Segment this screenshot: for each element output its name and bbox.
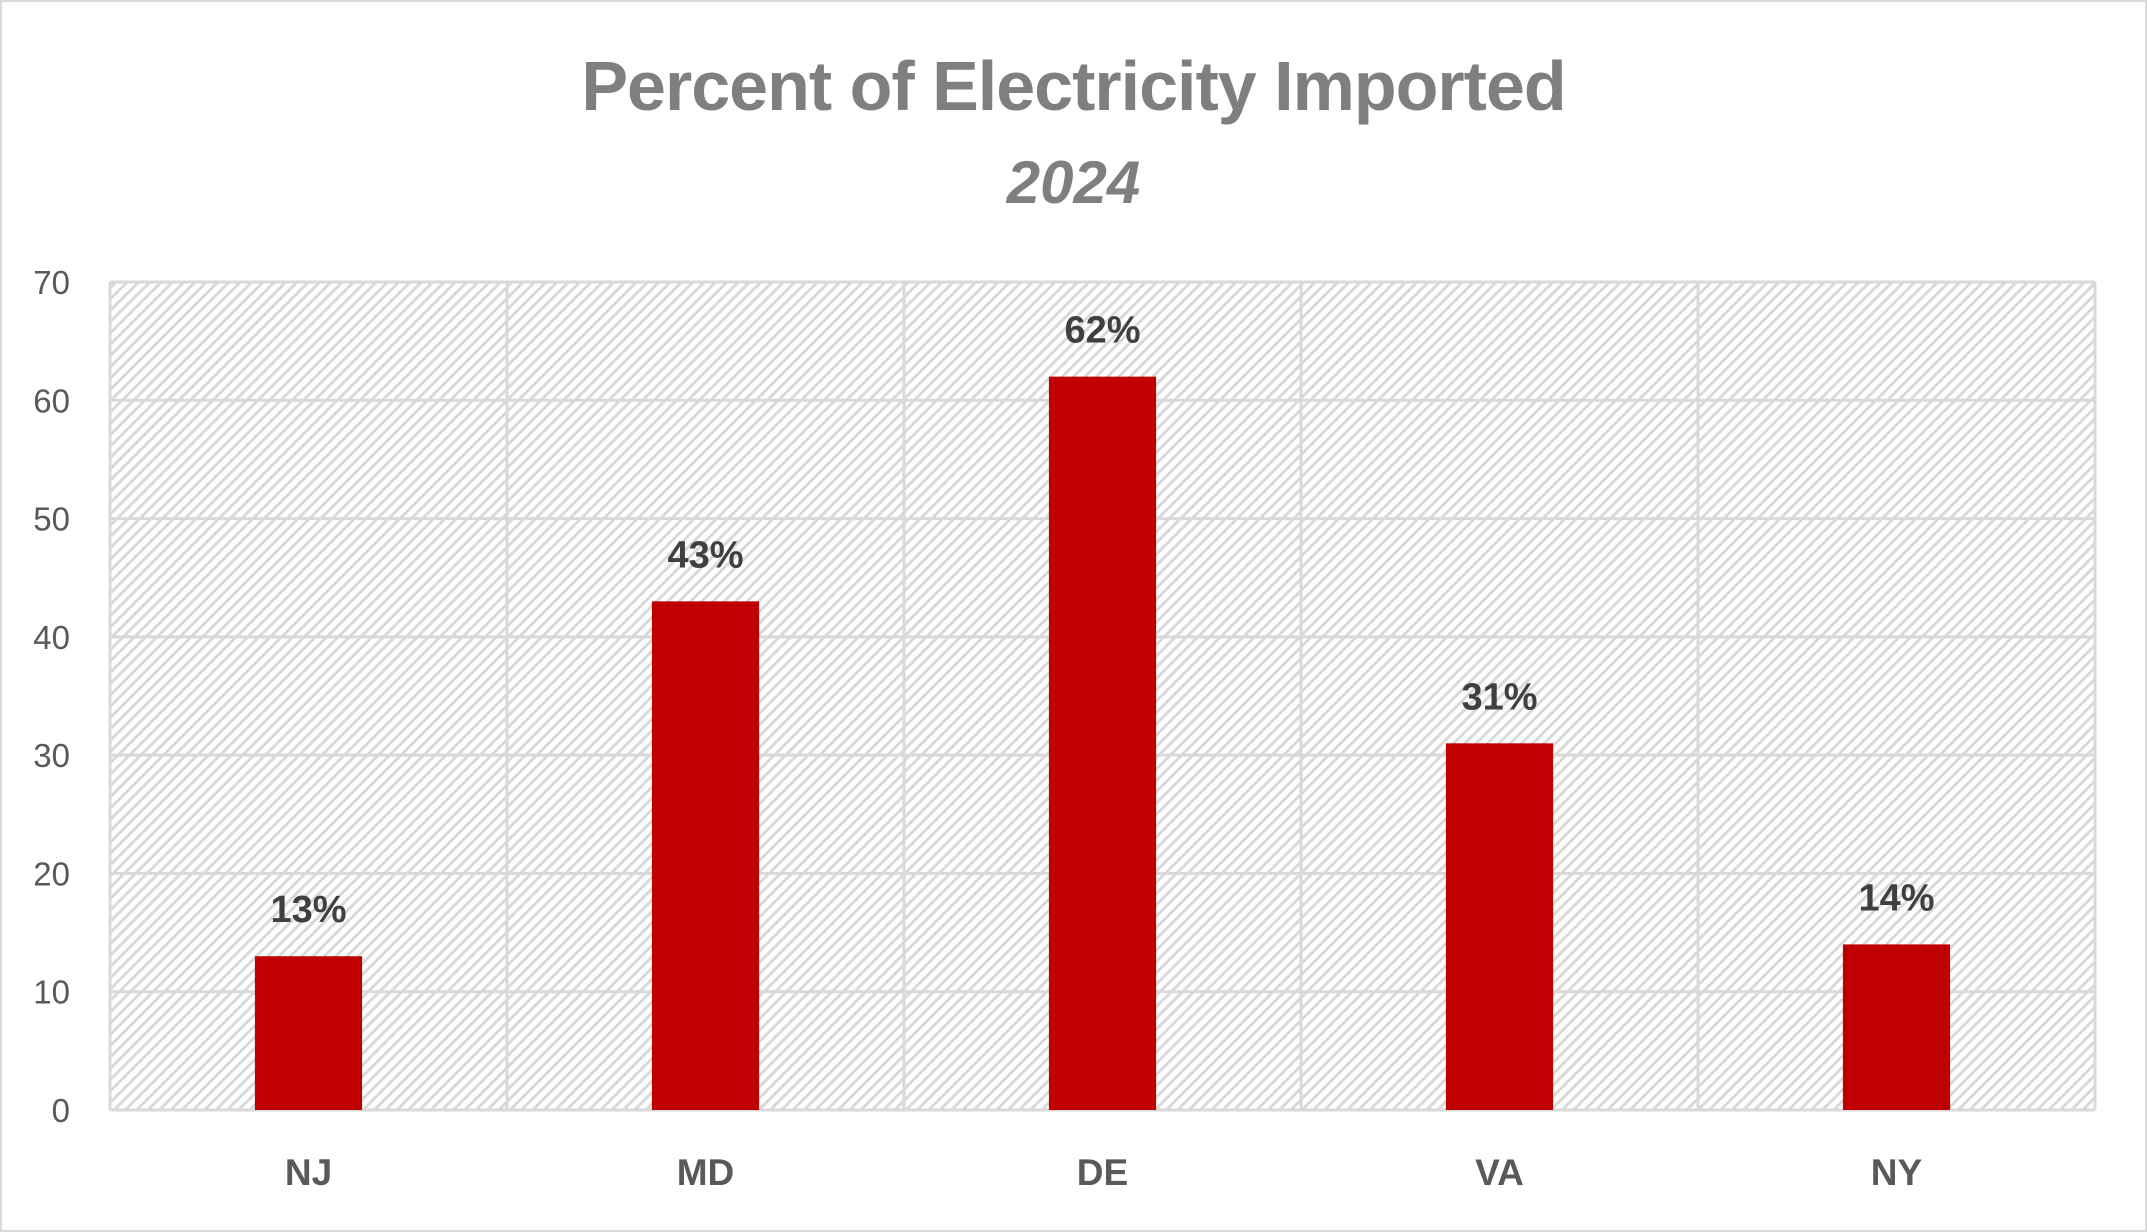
x-tick-label: VA bbox=[1475, 1152, 1524, 1193]
bar-va bbox=[1445, 743, 1554, 1110]
chart-subtitle: 2024 bbox=[1006, 149, 1141, 216]
bar-de bbox=[1048, 376, 1157, 1111]
y-tick-label: 70 bbox=[33, 264, 70, 301]
data-label: 62% bbox=[1064, 310, 1140, 352]
chart-title: Percent of Electricity Imported bbox=[581, 47, 1566, 125]
y-tick-label: 20 bbox=[33, 855, 70, 892]
y-tick-label: 50 bbox=[33, 501, 70, 538]
x-tick-label: MD bbox=[677, 1152, 735, 1193]
bar-nj bbox=[254, 956, 363, 1110]
y-tick-label: 30 bbox=[33, 737, 70, 774]
y-tick-label: 40 bbox=[33, 619, 70, 656]
y-tick-label: 0 bbox=[52, 1092, 70, 1129]
bar-md bbox=[651, 601, 760, 1110]
data-label: 43% bbox=[667, 534, 743, 576]
data-label: 14% bbox=[1858, 877, 1934, 919]
data-label: 31% bbox=[1461, 676, 1537, 718]
data-label: 13% bbox=[270, 889, 346, 931]
y-tick-label: 60 bbox=[33, 382, 70, 419]
bar-ny bbox=[1842, 944, 1951, 1110]
x-tick-label: NY bbox=[1871, 1152, 1923, 1193]
x-tick-label: DE bbox=[1077, 1152, 1128, 1193]
y-tick-label: 10 bbox=[33, 974, 70, 1011]
plot-area: 0 10 20 30 40 50 60 70 13% NJ 43% MD 62% DE 31% VA 14% NY bbox=[33, 264, 2097, 1193]
x-tick-label: NJ bbox=[285, 1152, 332, 1193]
